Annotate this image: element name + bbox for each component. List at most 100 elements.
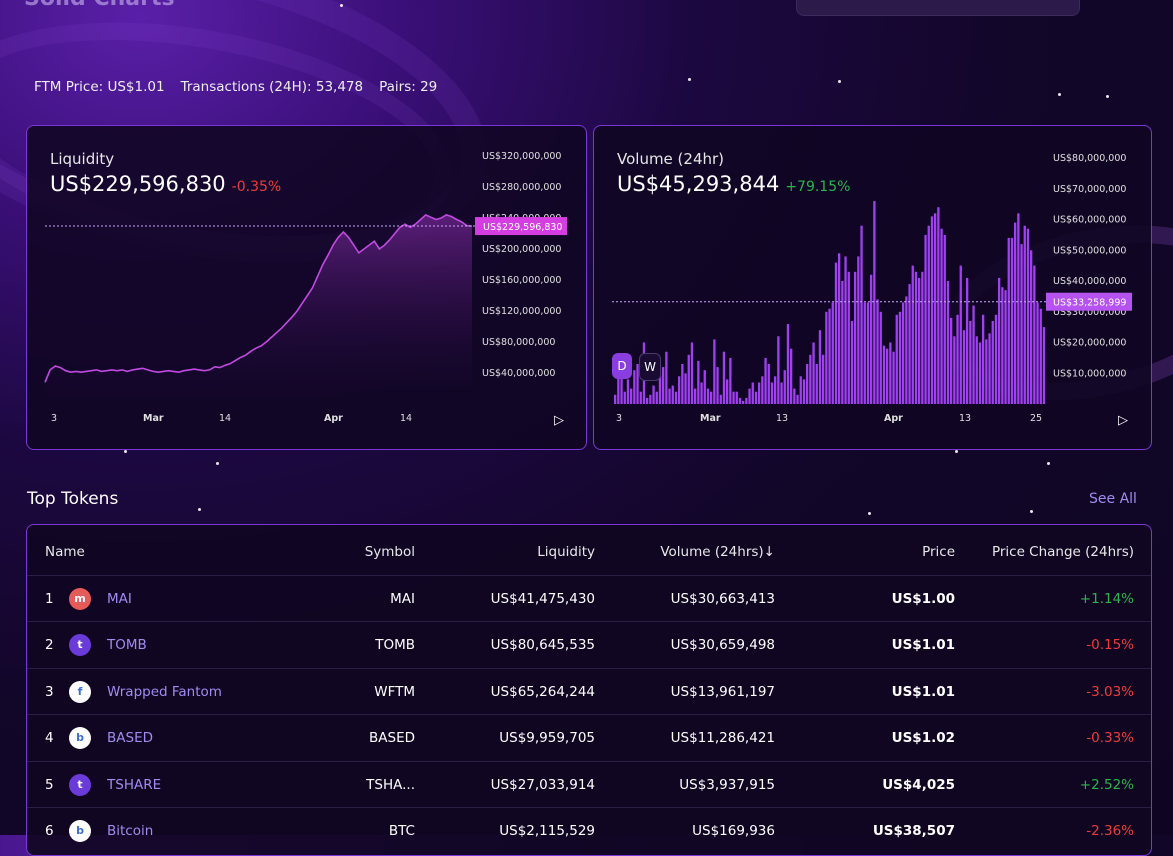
volume-bar: [844, 256, 847, 404]
volume-bar: [751, 382, 754, 404]
pairs-count: Pairs: 29: [379, 79, 438, 95]
volume-bar: [726, 379, 729, 404]
y-tick-label: US$280,000,000: [482, 182, 561, 193]
column-header-name[interactable]: Name: [45, 544, 85, 560]
token-name-link[interactable]: Bitcoin: [107, 823, 154, 839]
volume-bar: [738, 397, 742, 404]
volume-bar: [870, 274, 873, 404]
token-symbol: TOMB: [375, 637, 415, 654]
volume-bar: [1020, 244, 1023, 404]
token-price-change: -3.03%: [1086, 683, 1134, 700]
token-liquidity: US$80,645,535: [490, 637, 595, 654]
volume-bar: [866, 302, 870, 404]
token-name-link[interactable]: TOMB: [107, 637, 147, 654]
y-tick-label: US$160,000,000: [482, 275, 561, 286]
token-volume: US$13,961,197: [670, 683, 775, 700]
table-row[interactable]: 1 m MAI MAI US$41,475,430 US$30,663,413 US$1.0…: [27, 575, 1151, 622]
volume-bar: [985, 339, 988, 404]
volume-bar: [828, 308, 831, 404]
y-tick-label: US$20,000,000: [1053, 338, 1126, 349]
column-header-price[interactable]: Price: [922, 544, 955, 560]
volume-bar: [943, 234, 946, 404]
volume-bar: [1004, 290, 1007, 404]
volume-bar: [713, 339, 716, 404]
volume-bar: [956, 314, 959, 404]
volume-bar: [1010, 237, 1014, 404]
volume-bar: [783, 370, 786, 404]
star: [1030, 510, 1033, 513]
token-name-link[interactable]: MAI: [107, 591, 132, 607]
volume-bar: [854, 271, 857, 404]
volume-bar: [774, 376, 777, 404]
token-symbol: BTC: [388, 823, 415, 839]
token-volume: US$30,663,413: [670, 591, 775, 607]
volume-bar: [982, 314, 985, 404]
volume-bar: [652, 385, 655, 404]
token-name-link[interactable]: Wrapped Fantom: [107, 683, 222, 700]
volume-bar: [1007, 237, 1010, 404]
weekly-toggle-button[interactable]: W: [639, 353, 661, 381]
column-header-liquidity[interactable]: Liquidity: [537, 544, 595, 560]
volume-bar: [812, 342, 815, 404]
table-row[interactable]: 6 b Bitcoin BTC US$2,115,529 US$169,936 US$38,…: [27, 807, 1151, 854]
x-tick-label: 3: [51, 413, 57, 424]
app-title[interactable]: Solid Charts: [24, 0, 175, 11]
volume-bar: [681, 364, 684, 404]
x-tick-label: Apr: [324, 413, 343, 424]
liquidity-chart[interactable]: US$320,000,000US$280,000,000US$240,000,0…: [27, 126, 586, 449]
volume-bar: [735, 391, 738, 404]
column-header-price-change[interactable]: Price Change (24hrs): [991, 544, 1134, 560]
token-liquidity: US$41,475,430: [490, 591, 595, 607]
table-row[interactable]: 4 b BASED BASED US$9,959,705 US$11,286,421 US$…: [27, 714, 1151, 761]
token-logo-icon: b: [69, 820, 91, 842]
volume-bar: [742, 400, 745, 404]
table-row[interactable]: 3 f Wrapped Fantom WFTM US$65,264,244 US$13,9…: [27, 667, 1151, 715]
volume-chart[interactable]: US$80,000,000 US$70,000,000 US$60,000,000 U…: [594, 126, 1151, 449]
x-tick-label: Mar: [700, 413, 721, 424]
volume-bar: [626, 379, 630, 404]
liquidity-amount: US$229,596,830: [50, 172, 226, 196]
y-tick-label: US$200,000,000: [482, 244, 561, 255]
x-tick-label: Mar: [143, 413, 164, 424]
liquidity-card: Liquidity US$229,596,830 -0.35% US$320,00…: [26, 125, 587, 450]
x-tick-label: 3: [616, 413, 622, 424]
volume-change: +79.15%: [785, 179, 851, 195]
token-volume: US$30,659,498: [670, 637, 775, 654]
table-row[interactable]: 2 t TOMB TOMB US$80,645,535 US$30,659,498 US$1…: [27, 621, 1151, 668]
volume-bar: [889, 342, 892, 404]
token-name-link[interactable]: TSHARE: [107, 776, 162, 793]
daily-toggle-button[interactable]: D: [612, 353, 632, 379]
volume-bar: [959, 265, 962, 404]
y-tick-label: US$50,000,000: [1053, 245, 1126, 256]
volume-bar: [754, 391, 758, 404]
token-volume: US$11,286,421: [670, 730, 775, 747]
y-tick-label: US$40,000,000: [1053, 276, 1126, 287]
token-name-link[interactable]: BASED: [107, 730, 153, 747]
search-input[interactable]: [796, 0, 1080, 16]
volume-bar: [905, 296, 908, 404]
volume-bar: [908, 284, 911, 404]
volume-bar: [902, 302, 905, 404]
star: [688, 78, 691, 81]
token-logo-icon: b: [69, 727, 91, 750]
see-all-link[interactable]: See All: [1089, 491, 1137, 507]
liquidity-change: -0.35%: [231, 179, 282, 195]
volume-bar: [966, 277, 969, 404]
volume-bar: [972, 305, 975, 404]
column-header-symbol[interactable]: Symbol: [364, 544, 415, 560]
token-price-change: -0.33%: [1086, 730, 1134, 747]
column-header-volume[interactable]: Volume (24hrs)↓: [660, 544, 775, 560]
volume-bar: [793, 388, 796, 404]
volume-bar: [802, 379, 806, 404]
token-price-change: -0.15%: [1086, 637, 1134, 654]
token-liquidity: US$27,033,914: [490, 776, 595, 793]
volume-card: Volume (24hr) US$45,293,844 +79.15% US$80…: [593, 125, 1152, 450]
volume-bar: [921, 271, 924, 404]
volume-bar: [796, 394, 799, 404]
play-icon[interactable]: ▷: [554, 413, 564, 428]
play-icon[interactable]: ▷: [1118, 413, 1128, 428]
volume-bar: [978, 342, 982, 404]
volume-bar: [937, 207, 940, 404]
volume-bar: [911, 265, 914, 404]
table-row[interactable]: 5 t TSHARE TSHA... US$27,033,914 US$3,937,915…: [27, 760, 1151, 808]
